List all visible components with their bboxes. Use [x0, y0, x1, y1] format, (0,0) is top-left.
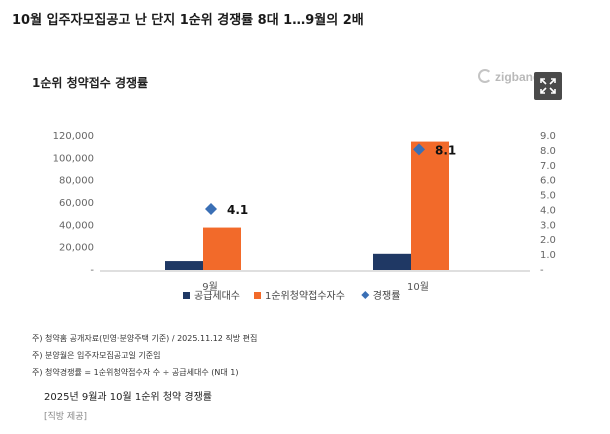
y-left-tick-label: 100,000 — [53, 153, 94, 164]
x-tick-label: 10월 — [407, 281, 429, 293]
y-left-tick-label: 40,000 — [59, 220, 94, 231]
y-left-tick-label: 20,000 — [59, 243, 94, 254]
bar-supply-2 — [373, 253, 411, 270]
y-right-tick-label: 7.0 — [540, 161, 556, 172]
data-label-ratio-1: 4.1 — [227, 203, 248, 217]
y-left-tick-label: 60,000 — [59, 198, 94, 209]
watermark: zigbang — [478, 69, 540, 84]
legend-label: 공급세대수 — [194, 290, 240, 302]
note-formula: 주) 청약경쟁률 = 1순위청약접수자 수 ÷ 공급세대수 (N대 1) — [32, 368, 239, 377]
y-left-tick-label: 80,000 — [59, 176, 94, 187]
y-right-tick-label: 3.0 — [540, 220, 556, 231]
bar-applicants-1 — [203, 227, 241, 270]
legend-swatch — [183, 292, 190, 299]
bar-supply-1 — [165, 261, 203, 270]
image-credit: [직방 제공] — [44, 412, 88, 422]
expand-icon — [540, 78, 556, 94]
article-headline: 10월 입주자모집공고 난 단지 1순위 경쟁률 8대 1…9월의 2배 — [12, 13, 364, 28]
y-left-tick-label: 120,000 — [53, 131, 94, 142]
y-right-tick-label: - — [540, 265, 544, 276]
marker-ratio-1 — [205, 202, 217, 215]
watermark-text: zigbang — [495, 70, 541, 84]
x-tick-label: 9월 — [202, 281, 218, 293]
image-caption: 2025년 9월과 10월 1순위 청약 경쟁률 — [44, 392, 212, 403]
expand-button[interactable] — [534, 72, 562, 100]
y-right-tick-label: 1.0 — [540, 250, 556, 261]
y-right-tick-label: 8.0 — [540, 146, 556, 157]
y-left-tick-label: - — [90, 265, 94, 276]
y-right-tick-label: 9.0 — [540, 131, 556, 142]
note-basis: 주) 분양월은 입주자모집공고일 기준임 — [32, 351, 161, 360]
legend-swatch — [361, 291, 370, 299]
legend-label: 경쟁률 — [373, 289, 401, 302]
legend-swatch — [254, 292, 261, 299]
y-right-tick-label: 2.0 — [540, 235, 556, 246]
bar-applicants-2 — [411, 141, 449, 270]
data-label-ratio-2: 8.1 — [435, 143, 456, 157]
marker-ratio-2 — [413, 143, 425, 156]
y-right-tick-label: 4.0 — [540, 205, 556, 216]
chart-title: 1순위 청약접수 경쟁률 — [32, 76, 149, 90]
y-right-tick-label: 6.0 — [540, 176, 556, 187]
chart-notes: 주) 청약홈 공개자료(민영·분양주택 기준) / 2025.11.12 직방 … — [32, 330, 257, 381]
chart-svg: - 20,000 40,000 60,000 80,000 100,000 120,000 -… — [53, 131, 556, 302]
zigbang-logo-icon — [478, 69, 492, 83]
y-right-tick-label: 5.0 — [540, 191, 556, 202]
legend-label: 1순위청약접수자수 — [265, 289, 345, 302]
note-source: 주) 청약홈 공개자료(민영·분양주택 기준) / 2025.11.12 직방 … — [32, 334, 258, 343]
